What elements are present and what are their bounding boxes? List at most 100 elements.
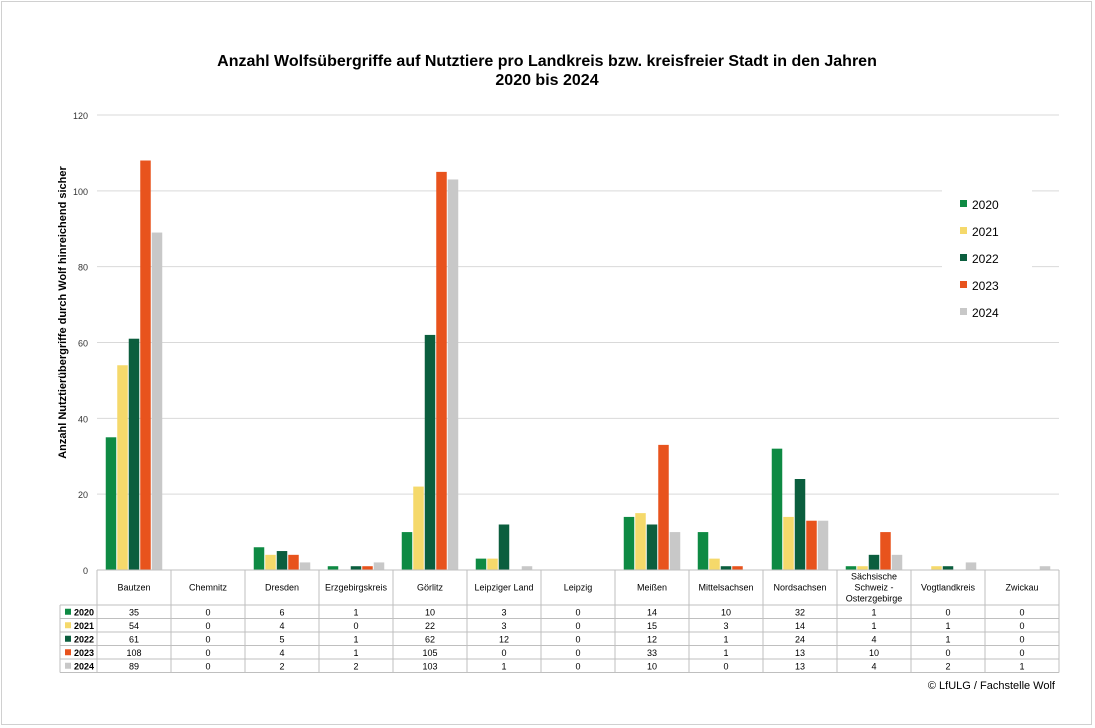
category-label: Osterzgebirge (846, 594, 903, 604)
table-cell: 1 (353, 634, 358, 644)
category-label: Mittelsachsen (698, 583, 753, 593)
table-cell: 10 (647, 661, 657, 671)
table-cell: 61 (129, 634, 139, 644)
category-label: Leipziger Land (474, 583, 533, 593)
bar-2021-0 (117, 365, 128, 570)
table-cell: 5 (279, 634, 284, 644)
bar-2024-10 (891, 554, 903, 570)
legend-key-2024 (960, 308, 967, 315)
table-cell: 0 (205, 607, 210, 617)
legend-key-2023 (960, 281, 967, 288)
table-cell: 0 (1019, 607, 1024, 617)
legend-key-2022 (960, 254, 967, 261)
bar-2023-3 (362, 566, 373, 570)
y-tick-label: 0 (83, 566, 88, 576)
bar-2021-4 (413, 486, 424, 570)
table-cell: 103 (422, 661, 437, 671)
table-series-name: 2022 (74, 634, 94, 644)
table-cell: 2 (945, 661, 950, 671)
table-cell: 0 (205, 621, 210, 631)
bar-2021-5 (487, 558, 498, 570)
table-cell: 35 (129, 607, 139, 617)
table-cell: 0 (723, 661, 728, 671)
table-legend-key-2021 (65, 622, 71, 629)
y-tick-label: 80 (78, 263, 88, 273)
legend-label: 2024 (972, 306, 999, 320)
table-cell: 2 (353, 661, 358, 671)
table-cell: 4 (871, 661, 876, 671)
table-cell: 10 (425, 607, 435, 617)
table-cell: 105 (422, 648, 437, 658)
table-cell: 32 (795, 607, 805, 617)
table-cell: 0 (1019, 621, 1024, 631)
table-cell: 0 (575, 607, 580, 617)
bar-2024-2 (299, 562, 311, 570)
table-cell: 108 (126, 648, 141, 658)
bar-2022-3 (350, 566, 362, 570)
bar-2020-5 (475, 558, 487, 570)
legend-label: 2021 (972, 225, 999, 239)
table-cell: 13 (795, 661, 805, 671)
table-cell: 0 (1019, 648, 1024, 658)
bar-2020-4 (401, 532, 413, 570)
table-cell: 1 (723, 648, 728, 658)
bar-2022-2 (276, 551, 288, 570)
table-series-name: 2023 (74, 648, 94, 658)
table-legend-key-2020 (65, 608, 71, 615)
bar-2022-0 (128, 338, 140, 570)
bar-2022-4 (424, 334, 436, 570)
legend-key-2020 (960, 200, 967, 207)
table-legend-key-2022 (65, 635, 71, 642)
bar-2020-8 (697, 532, 709, 570)
bar-2022-10 (868, 554, 880, 570)
table-cell: 0 (205, 648, 210, 658)
bar-2024-7 (669, 532, 681, 570)
bar-2023-9 (806, 520, 817, 570)
table-cell: 14 (795, 621, 805, 631)
y-tick-label: 100 (73, 187, 88, 197)
table-cell: 0 (501, 648, 506, 658)
y-tick-label: 20 (78, 490, 88, 500)
table-cell: 4 (871, 634, 876, 644)
table-cell: 0 (1019, 634, 1024, 644)
legend-label: 2022 (972, 252, 999, 266)
table-cell: 1 (353, 607, 358, 617)
table-cell: 1 (871, 621, 876, 631)
table-cell: 33 (647, 648, 657, 658)
category-label: Schweiz - (854, 583, 893, 593)
bar-2023-2 (288, 554, 299, 570)
table-cell: 0 (945, 607, 950, 617)
table-legend-key-2024 (65, 662, 71, 669)
bar-2021-11 (931, 566, 942, 570)
bar-2024-11 (965, 562, 977, 570)
table-cell: 0 (575, 634, 580, 644)
table-cell: 0 (575, 621, 580, 631)
category-label: Erzgebirgskreis (325, 583, 388, 593)
bar-2024-9 (817, 520, 829, 570)
table-cell: 0 (945, 648, 950, 658)
bar-2024-4 (447, 179, 459, 571)
table-cell: 3 (723, 621, 728, 631)
table-cell: 2 (279, 661, 284, 671)
legend-background (942, 180, 1032, 320)
table-series-name: 2021 (74, 621, 94, 631)
table-legend-key-2023 (65, 649, 71, 656)
table-cell: 4 (279, 621, 284, 631)
bar-2023-0 (140, 160, 151, 570)
table-series-name: 2024 (74, 661, 94, 671)
table-cell: 10 (869, 648, 879, 658)
table-cell: 0 (205, 634, 210, 644)
table-cell: 22 (425, 621, 435, 631)
table-cell: 24 (795, 634, 805, 644)
credit: © LfULG / Fachstelle Wolf (927, 680, 1055, 692)
bar-2021-7 (635, 513, 646, 570)
y-tick-label: 40 (78, 414, 88, 424)
chart-title-line: 2020 bis 2024 (495, 72, 598, 89)
table-cell: 15 (647, 621, 657, 631)
category-label: Bautzen (117, 583, 150, 593)
table-cell: 0 (575, 661, 580, 671)
table-cell: 1 (723, 634, 728, 644)
category-label: Görlitz (417, 583, 444, 593)
bar-2020-9 (771, 448, 783, 570)
